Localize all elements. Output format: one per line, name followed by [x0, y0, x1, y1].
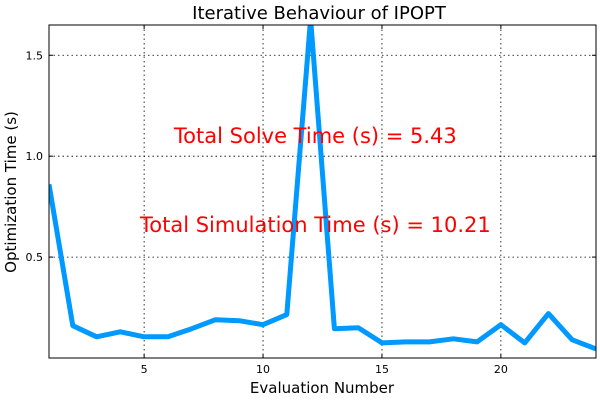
x-tick-label: 20 — [494, 363, 508, 376]
y-tick-label: 1.5 — [26, 49, 44, 62]
series-line — [49, 25, 596, 352]
grid-lines — [49, 25, 596, 358]
x-tick-label: 10 — [256, 363, 270, 376]
annotation-text: Total Simulation Time (s) = 10.21 — [139, 213, 491, 237]
y-tick-label: 0.5 — [26, 251, 44, 264]
x-tick-label: 15 — [375, 363, 389, 376]
plot-frame — [48, 24, 597, 359]
x-axis-label: Evaluation Number — [250, 379, 395, 397]
axis-ticks: 5 10 15 20 0.5 1.0 1.5 — [26, 25, 596, 376]
annotations: Total Solve Time (s) = 5.43 Total Simulat… — [139, 124, 491, 237]
annotation-text: Total Solve Time (s) = 5.43 — [173, 124, 457, 148]
y-axis-label: Optimization Time (s) — [2, 111, 20, 273]
plot-area — [49, 25, 596, 352]
y-tick-label: 1.0 — [26, 150, 44, 163]
x-tick-label: 5 — [141, 363, 148, 376]
chart-title: Iterative Behaviour of IPOPT — [192, 3, 447, 24]
